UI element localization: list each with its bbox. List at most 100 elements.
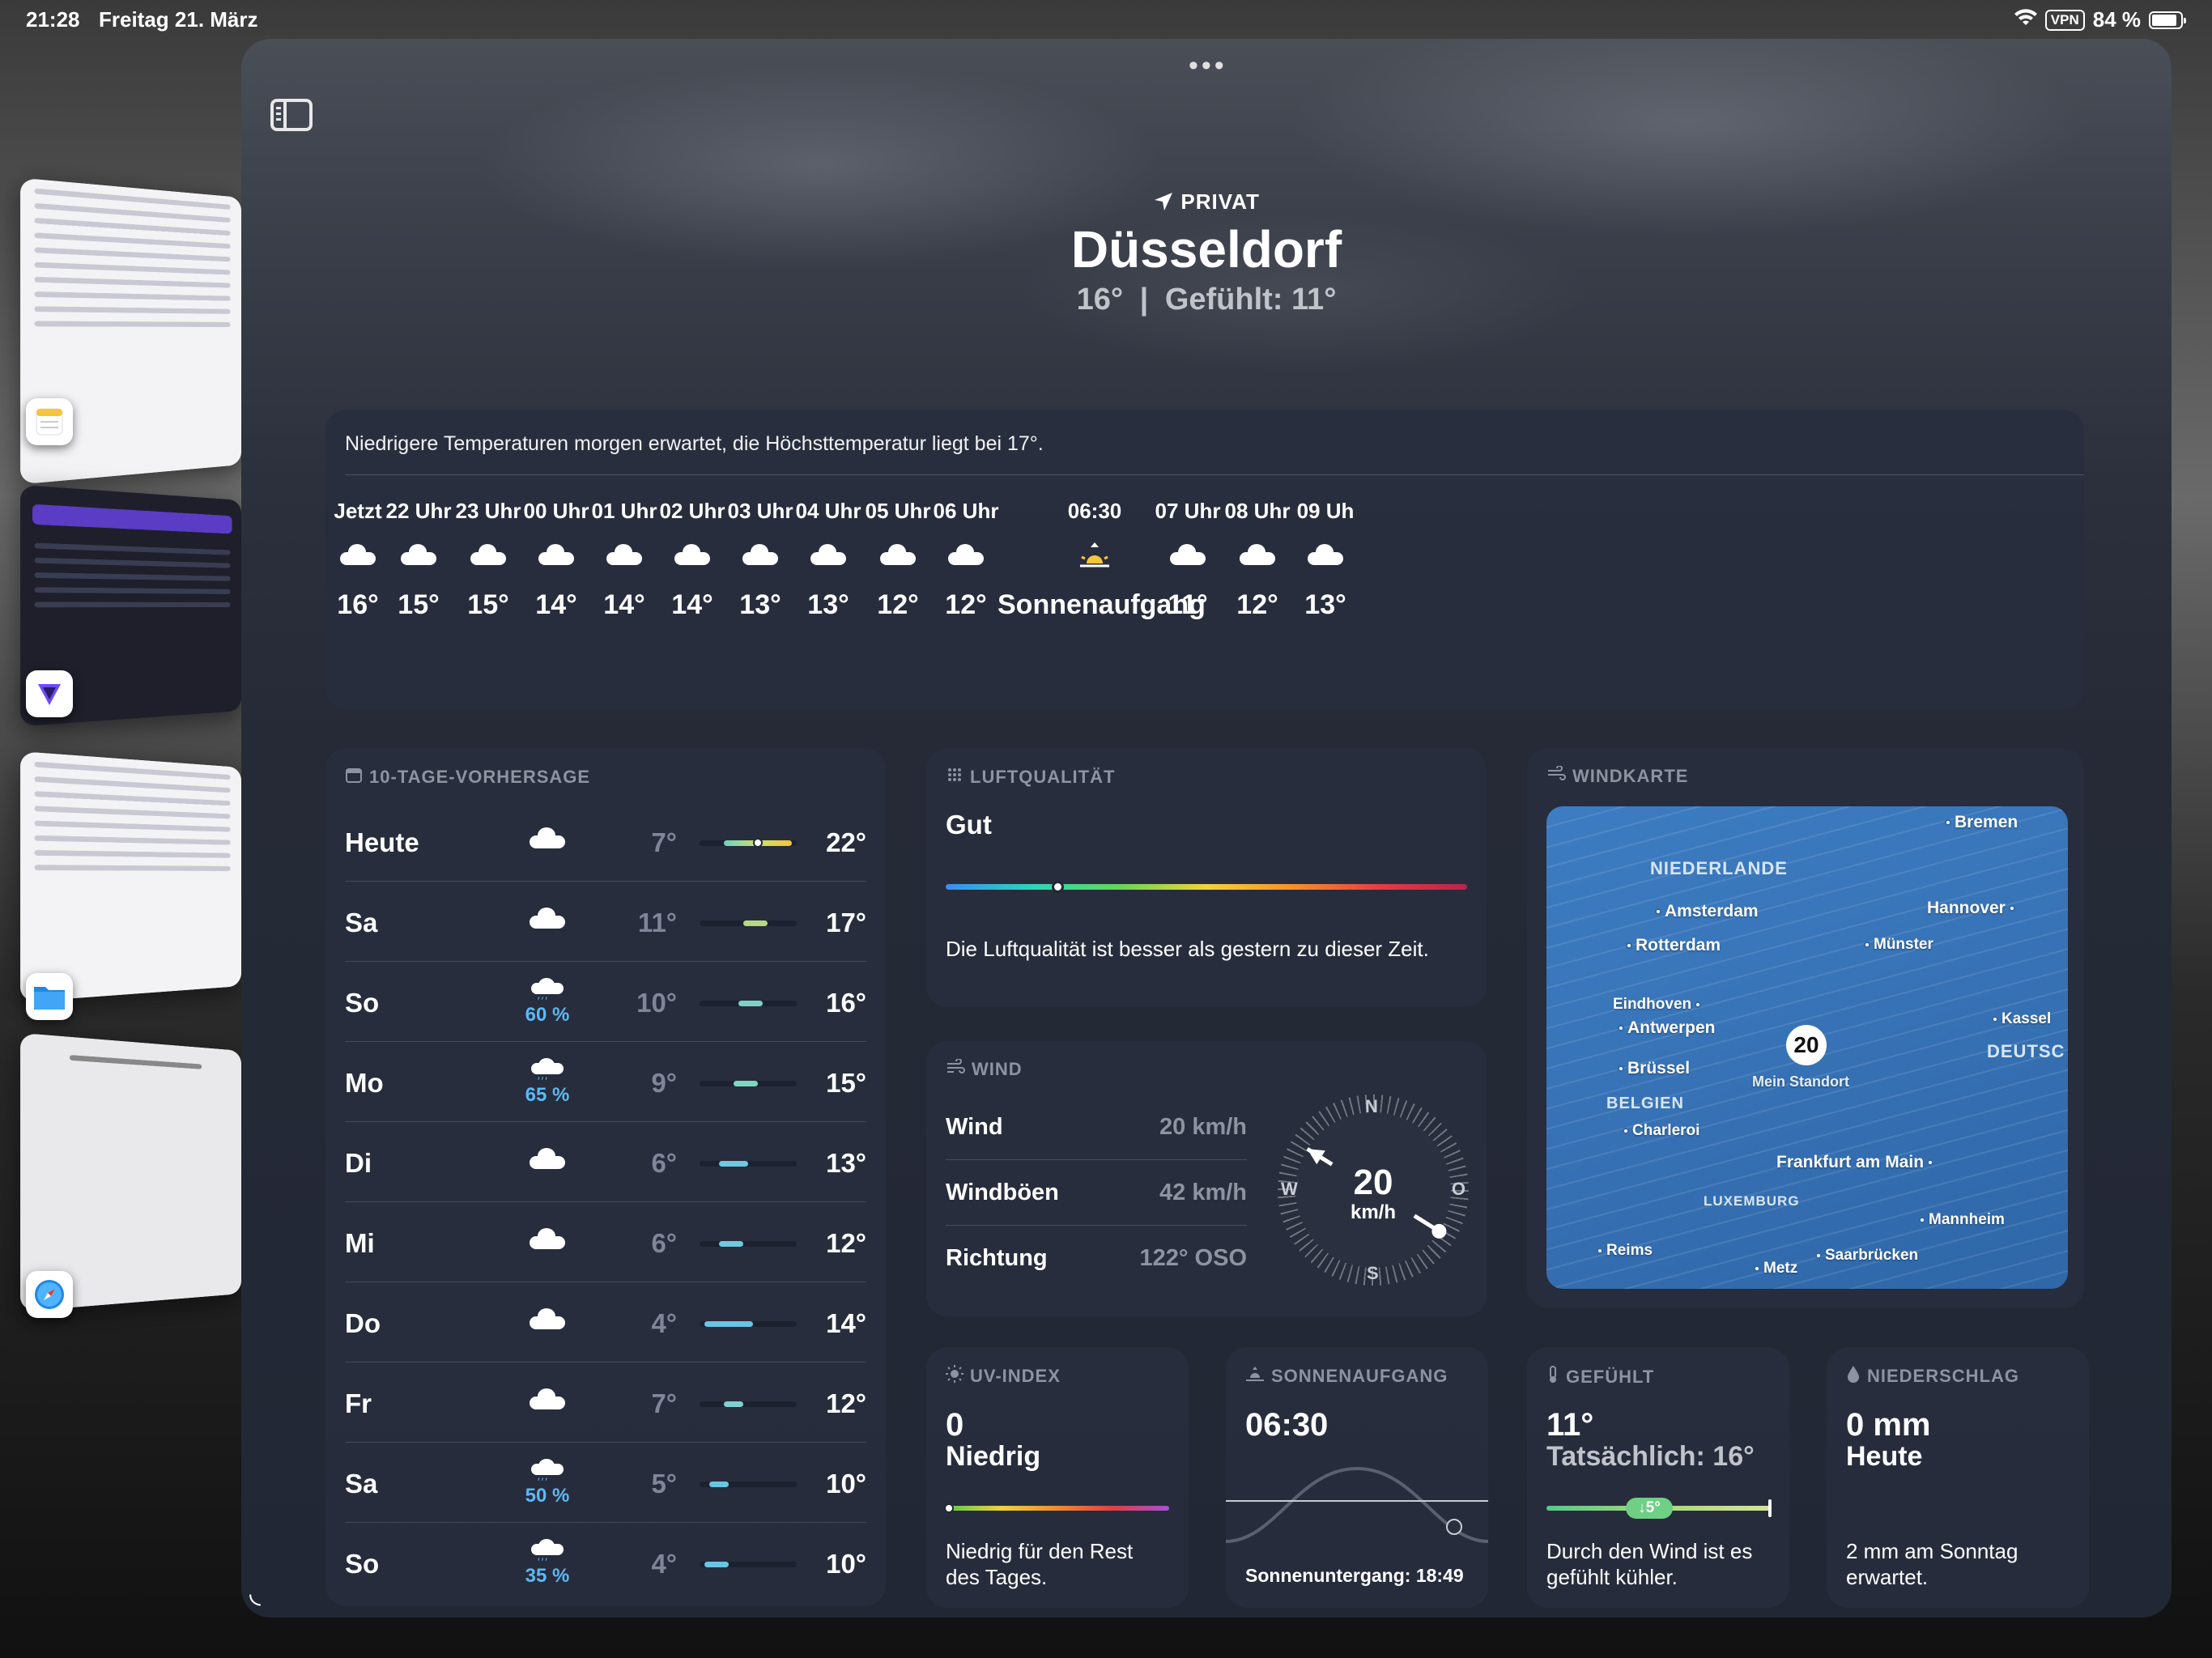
battery-percent: 84 %: [2093, 7, 2141, 32]
my-location-label: Mein Standort: [1752, 1073, 1849, 1090]
air-quality-description: Die Luftqualität ist besser als gestern …: [946, 936, 1448, 962]
hour-temp: 13°: [1289, 589, 1362, 621]
forecast-low: 7°: [651, 1388, 677, 1419]
hourly-item: 00 Uhr 14°: [520, 499, 593, 621]
stage-manager: [0, 39, 243, 1658]
uv-description: Niedrig für den Rest des Tages.: [946, 1538, 1172, 1590]
forecast-day-name: Sa: [345, 1469, 377, 1499]
forecast-high: 12°: [826, 1228, 866, 1259]
hourly-item: 03 Uhr 13°: [724, 499, 797, 621]
feels-like-card[interactable]: GEFÜHLT 11° Tatsächlich: 16° ↓5° Durch d…: [1527, 1347, 1789, 1608]
wind-compass: N O S W 20 km/h: [1278, 1095, 1469, 1286]
cloud-rain-icon: ′′′ 60 %: [515, 978, 580, 1027]
ten-day-forecast-card[interactable]: 10-TAGE-VORHERSAGE Heute 7° 22° Sa 11° 17° So ′…: [325, 748, 886, 1606]
vpn-badge: VPN: [2045, 10, 2085, 31]
forecast-day-row[interactable]: Fr 7° 12°: [345, 1363, 866, 1443]
forecast-day-row[interactable]: Do 4° 14°: [345, 1282, 866, 1363]
location-arrow-icon: [1153, 189, 1180, 214]
air-quality-title: LUFTQUALITÄT: [946, 766, 1115, 789]
uv-index-card[interactable]: UV-INDEX 0 Niedrig Niedrig für den Rest …: [926, 1347, 1189, 1608]
forecast-day-row[interactable]: Sa 11° 17°: [345, 882, 866, 962]
map-city: Mannheim: [1919, 1211, 2005, 1229]
forecast-day-row[interactable]: So ′′′ 35 % 4° 10°: [345, 1523, 866, 1603]
location-type: PRIVAT: [241, 189, 2172, 215]
compass-speed: 20: [1278, 1163, 1469, 1203]
sunrise-card[interactable]: SONNENAUFGANG 06:30 Sonnenuntergang: 18:…: [1226, 1347, 1488, 1608]
hour-temp: 14°: [656, 589, 729, 621]
forecast-day-name: So: [345, 988, 379, 1018]
map-city: Antwerpen: [1618, 1018, 1716, 1038]
hourly-item: 08 Uhr 12°: [1221, 499, 1294, 621]
safari-icon[interactable]: [26, 1271, 73, 1318]
stage-window-safari[interactable]: [20, 1033, 241, 1312]
hour-label: 02 Uhr: [656, 499, 729, 531]
cloud-icon: [1289, 531, 1362, 580]
my-location-marker[interactable]: 20: [1786, 1025, 1827, 1065]
city-name: Düsseldorf: [241, 219, 2172, 279]
files-icon[interactable]: [26, 973, 73, 1020]
weather-window: ••• PRIVAT Düsseldorf 16° | Gefühlt: 11°…: [241, 39, 2172, 1618]
hourly-item: 01 Uhr 14°: [588, 499, 661, 621]
cloud-icon: [724, 531, 797, 580]
hourly-forecast-card[interactable]: Niedrigere Temperaturen morgen erwartet,…: [325, 410, 2084, 709]
sunrise-time: 06:30: [1245, 1407, 1328, 1443]
forecast-day-row[interactable]: So ′′′ 60 % 10° 16°: [345, 962, 866, 1042]
stage-window-files[interactable]: [20, 751, 241, 1002]
forecast-low: 4°: [651, 1549, 677, 1579]
temp-range-fill: [724, 1401, 743, 1407]
forecast-day-row[interactable]: Di 6° 13°: [345, 1122, 866, 1202]
map-city: Charleroi: [1623, 1122, 1699, 1140]
forecast-day-row[interactable]: Sa ′′′ 50 % 5° 10°: [345, 1443, 866, 1523]
cloud-icon: [452, 531, 525, 580]
precip-chance: 65 %: [515, 1084, 580, 1107]
wind-icon: [946, 1059, 965, 1080]
temp-range-fill: [743, 920, 768, 926]
forecast-low: 10°: [636, 988, 677, 1018]
air-quality-card[interactable]: LUFTQUALITÄT Gut Die Luftqualität ist be…: [926, 748, 1487, 1007]
hour-temp: 14°: [520, 589, 593, 621]
forecast-low: 6°: [651, 1228, 677, 1259]
temp-range-bar: [700, 1001, 797, 1006]
map-city: Kassel: [1992, 1010, 2051, 1028]
hourly-item: 23 Uhr 15°: [452, 499, 525, 621]
map-city: Metz: [1754, 1260, 1797, 1278]
hour-temp: 13°: [724, 589, 797, 621]
air-quality-scale: [946, 884, 1467, 890]
forecast-day-name: Mo: [345, 1068, 384, 1099]
hour-label: 08 Uhr: [1221, 499, 1294, 531]
forecast-day-row[interactable]: Heute 7° 22°: [345, 801, 866, 882]
hour-temp: 13°: [792, 589, 865, 621]
sunrise-title: SONNENAUFGANG: [1245, 1365, 1448, 1388]
forecast-day-name: Mi: [345, 1228, 375, 1259]
wind-map-card[interactable]: WINDKARTE Bremen NIEDERLANDE Amsterdam H…: [1527, 748, 2084, 1308]
actual-temp: Tatsächlich: 16°: [1546, 1441, 1755, 1473]
cloud-icon: [515, 1299, 580, 1329]
proton-vpn-icon[interactable]: [26, 670, 73, 717]
temp-range-bar: [700, 1401, 797, 1407]
cloud-icon: [588, 531, 661, 580]
window-menu-icon[interactable]: •••: [1189, 50, 1227, 82]
map-city: Brüssel: [1618, 1059, 1690, 1078]
current-conditions: 16° | Gefühlt: 11°: [241, 283, 2172, 317]
window-resize-icon[interactable]: ◟: [249, 1575, 261, 1609]
notes-icon[interactable]: [26, 398, 73, 445]
temp-range-fill: [704, 1321, 753, 1327]
forecast-day-row[interactable]: Mo ′′′ 65 % 9° 15°: [345, 1042, 866, 1122]
hourly-item: 09 Uh 13°: [1289, 499, 1362, 621]
wind-map[interactable]: Bremen NIEDERLANDE Amsterdam Hannover Ro…: [1546, 806, 2068, 1289]
cloud-icon: [515, 818, 580, 848]
precipitation-card[interactable]: NIEDERSCHLAG 0 mm Heute 2 mm am Sonntag …: [1827, 1347, 2089, 1608]
sunrise-small-icon: [1245, 1365, 1265, 1388]
wind-gusts-label: Windböen: [946, 1180, 1059, 1206]
map-country: BELGIEN: [1606, 1095, 1684, 1113]
forecast-day-name: Sa: [345, 908, 377, 938]
wind-card[interactable]: WIND Wind 20 km/h Windböen 42 km/h Richt…: [926, 1041, 1487, 1316]
hour-label: 00 Uhr: [520, 499, 593, 531]
feels-like-temp: Gefühlt: 11°: [1165, 283, 1337, 317]
hourly-item: Jetzt 16°: [325, 499, 390, 621]
forecast-high: 16°: [826, 988, 866, 1018]
feels-like-delta: ↓5°: [1626, 1498, 1673, 1519]
sidebar-toggle-icon[interactable]: [270, 99, 313, 131]
forecast-day-row[interactable]: Mi 6° 12°: [345, 1202, 866, 1282]
forecast-low: 6°: [651, 1148, 677, 1179]
